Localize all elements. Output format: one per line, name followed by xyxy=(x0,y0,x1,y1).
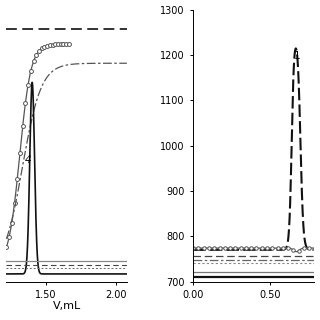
Text: 1: 1 xyxy=(294,52,301,61)
X-axis label: V,mL: V,mL xyxy=(52,301,81,311)
Text: 4: 4 xyxy=(25,155,32,165)
